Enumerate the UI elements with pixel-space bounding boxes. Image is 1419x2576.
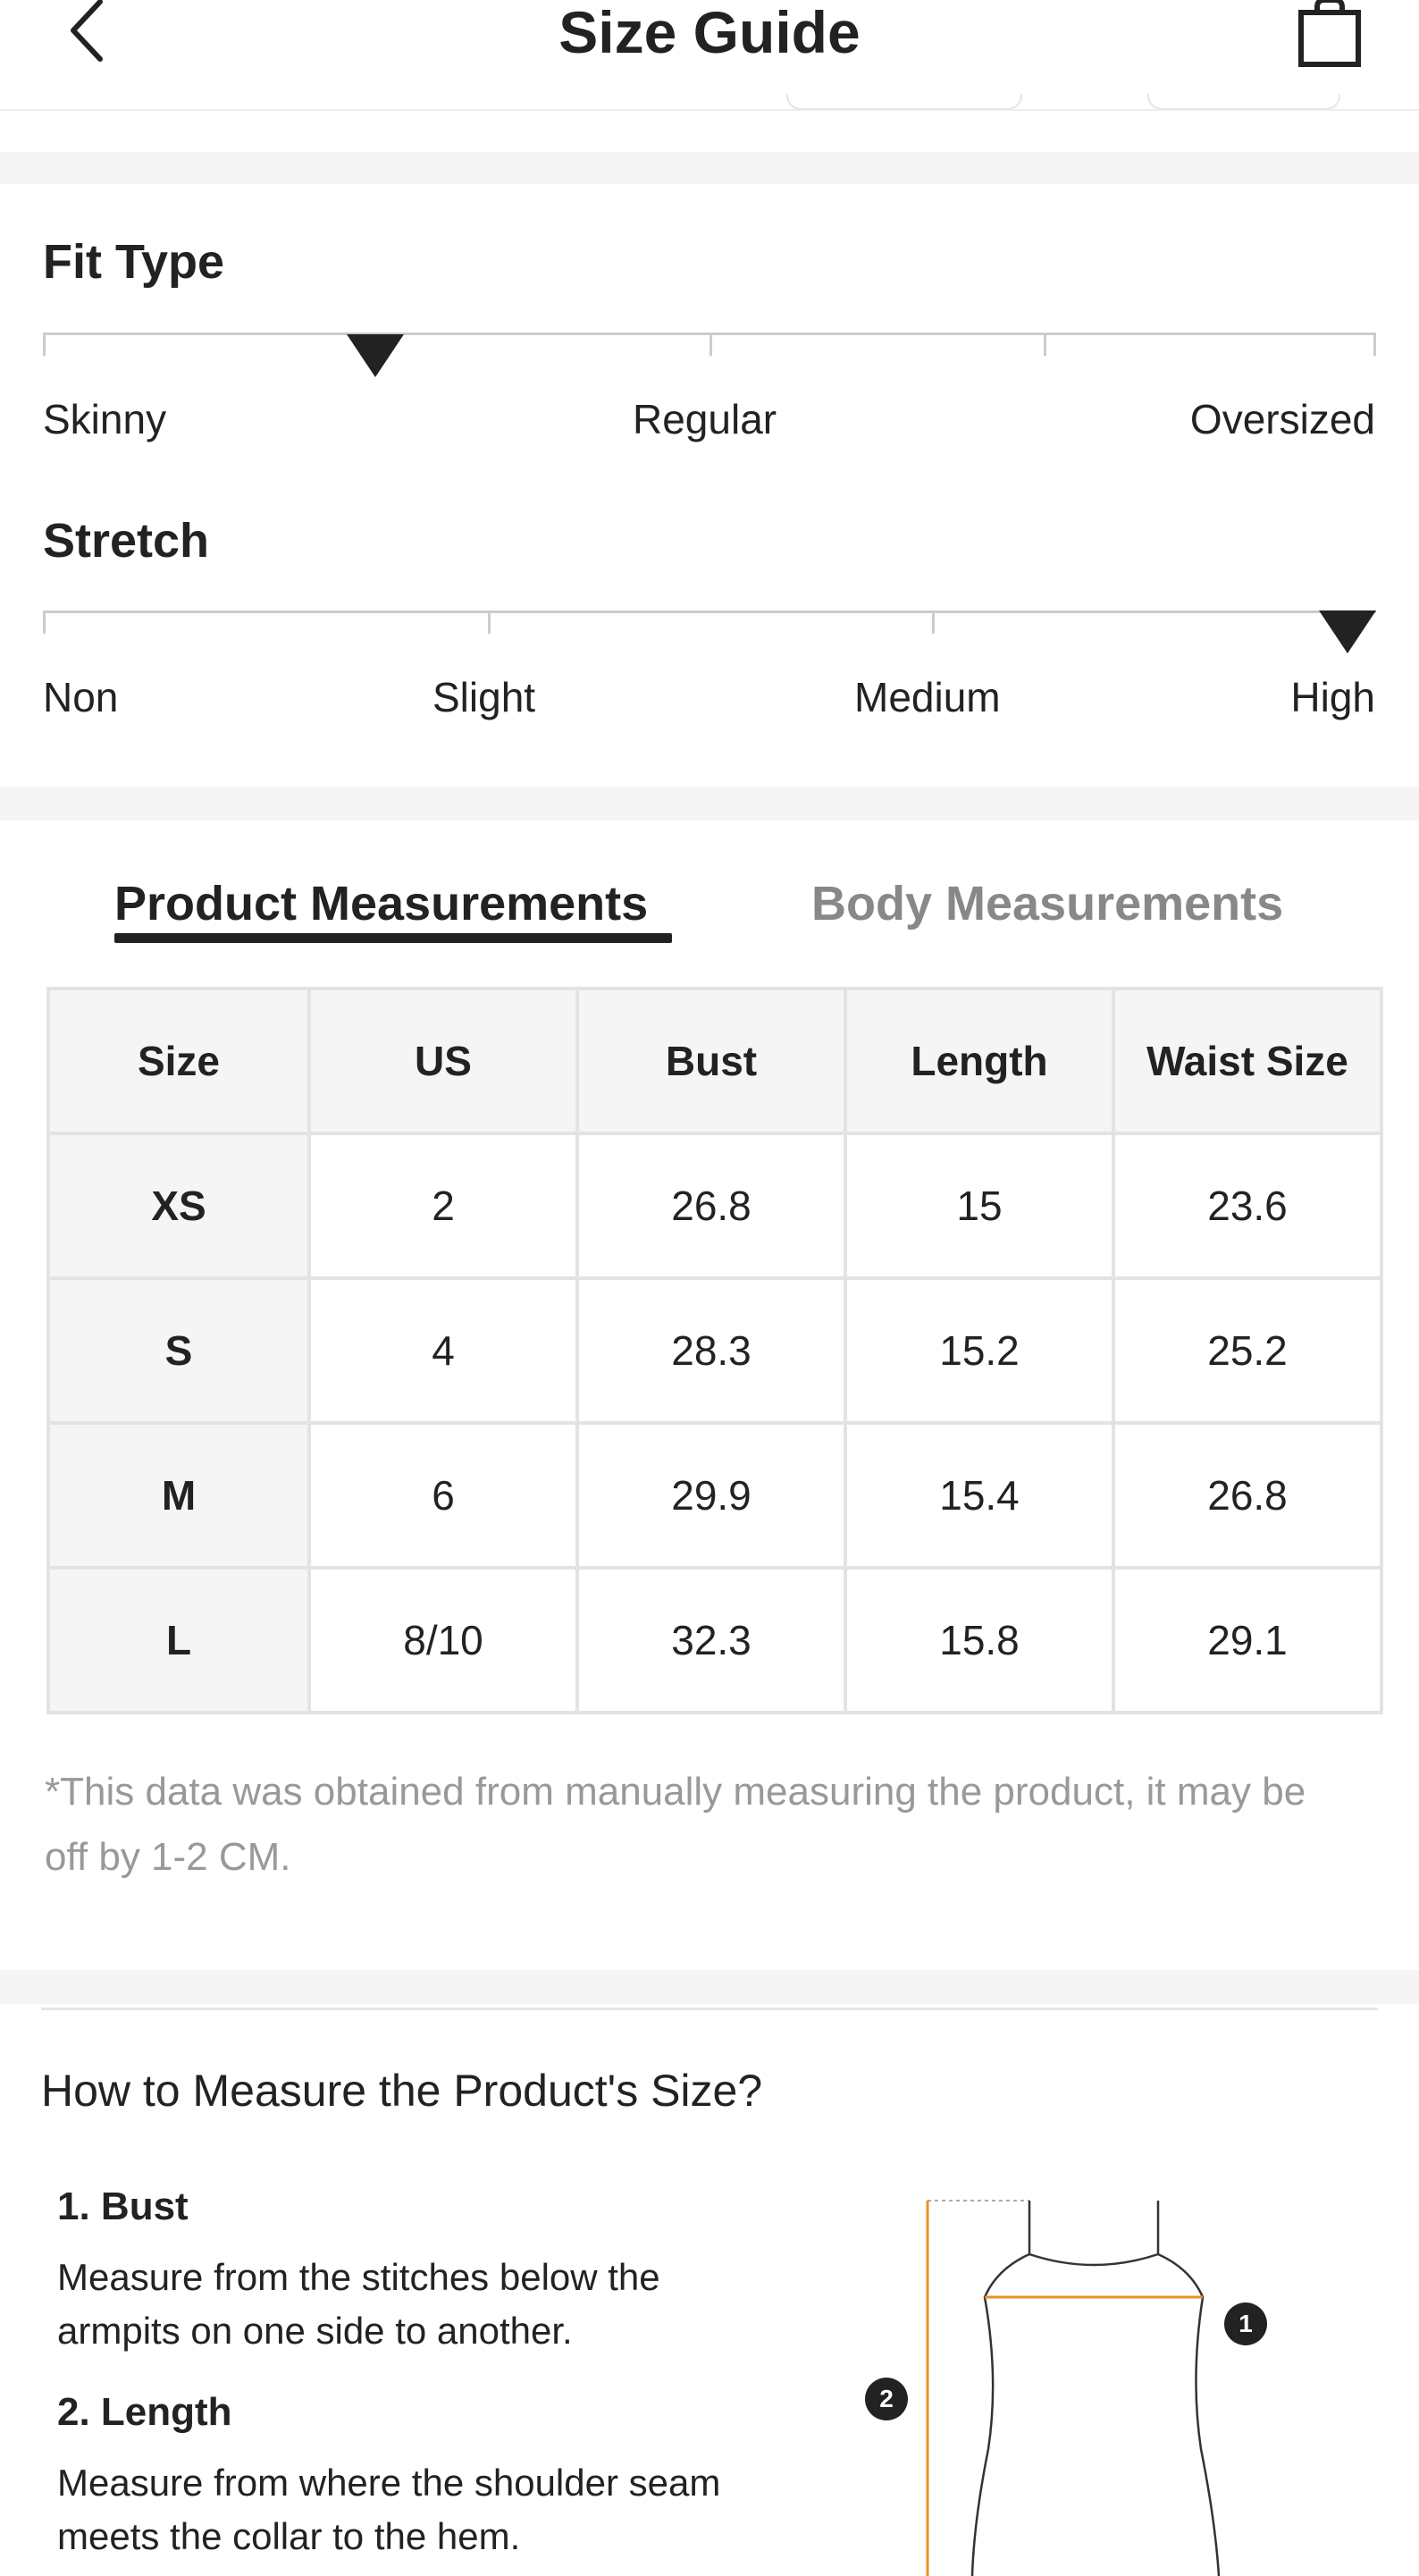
section-separator (0, 152, 1419, 184)
length-cell: 15.4 (844, 1421, 1115, 1570)
page-title: Size Guide (558, 0, 861, 65)
stretch-scale (43, 610, 1376, 613)
length-cell: 15.2 (844, 1276, 1115, 1425)
header-length: Length (844, 987, 1115, 1135)
scale-tick (1044, 333, 1046, 356)
us-cell: 4 (307, 1276, 579, 1425)
header-waist-size: Waist Size (1112, 987, 1383, 1135)
active-tab-indicator (114, 933, 672, 943)
garment-diagram: 1 2 (840, 2181, 1287, 2576)
table-row: XS 2 26.8 15 23.6 (46, 1132, 1383, 1280)
step-bust-desc: Measure from the stitches below the armp… (57, 2256, 660, 2352)
section-separator (0, 787, 1419, 821)
size-table: Size US Bust Length Waist Size XS 2 26.8… (46, 987, 1383, 1714)
camisole-illustration: 1 2 (865, 2200, 1267, 2576)
table-header-row: Size US Bust Length Waist Size (46, 987, 1383, 1135)
stretch-label-high: High (1290, 674, 1375, 720)
table-row: M 6 29.9 15.4 26.8 (46, 1421, 1383, 1570)
header-bust: Bust (575, 987, 847, 1135)
fit-label-skinny: Skinny (43, 396, 167, 442)
size-cell: L (46, 1566, 311, 1714)
fit-label-oversized: Oversized (1189, 396, 1375, 442)
shopping-bag-icon (1298, 0, 1361, 67)
size-cell: XS (46, 1132, 311, 1280)
table-row: L 8/10 32.3 15.8 29.1 (46, 1566, 1383, 1714)
marker-1-icon: 1 (1224, 2302, 1267, 2345)
tab-product-measurements[interactable]: Product Measurements (114, 877, 649, 930)
stretch-label-non: Non (43, 674, 119, 720)
bust-cell: 29.9 (575, 1421, 847, 1570)
size-cell: M (46, 1421, 311, 1570)
table-row: S 4 28.3 15.2 25.2 (46, 1276, 1383, 1425)
step-length-desc: Measure from where the shoulder seam mee… (57, 2462, 721, 2557)
hidden-pill (786, 94, 1022, 110)
us-cell: 6 (307, 1421, 579, 1570)
length-cell: 15 (844, 1132, 1115, 1280)
length-cell: 15.8 (844, 1566, 1115, 1714)
marker-2-label: 2 (879, 2385, 894, 2412)
marker-1-label: 1 (1238, 2310, 1253, 2337)
size-cell: S (46, 1276, 311, 1425)
fit-label-regular: Regular (633, 396, 777, 442)
waist-cell: 29.1 (1112, 1566, 1383, 1714)
waist-cell: 23.6 (1112, 1132, 1383, 1280)
back-button[interactable] (54, 0, 116, 63)
shopping-bag-button[interactable] (1294, 0, 1365, 72)
scale-tick (43, 333, 46, 356)
waist-cell: 26.8 (1112, 1421, 1383, 1570)
header-size: Size (46, 987, 311, 1135)
step-bust-title: 1. Bust (57, 2185, 189, 2228)
step-length-title: 2. Length (57, 2390, 232, 2434)
bust-cell: 28.3 (575, 1276, 847, 1425)
hidden-pill (1147, 94, 1340, 110)
scale-tick (43, 610, 46, 634)
scale-tick (710, 333, 712, 356)
waist-cell: 25.2 (1112, 1276, 1383, 1425)
header-bar: Size Guide (0, 0, 1419, 111)
us-cell: 8/10 (307, 1566, 579, 1714)
scale-tick (1373, 333, 1376, 356)
howto-title: How to Measure the Product's Size? (41, 2066, 763, 2116)
stretch-pointer (1319, 610, 1376, 653)
bust-cell: 26.8 (575, 1132, 847, 1280)
scale-tick (932, 610, 935, 634)
fit-type-title: Fit Type (43, 235, 225, 289)
header-us: US (307, 987, 579, 1135)
stretch-title: Stretch (43, 514, 210, 568)
divider (41, 2008, 1378, 2010)
fit-type-pointer (347, 334, 404, 377)
stretch-label-slight: Slight (432, 674, 536, 720)
scale-tick (488, 610, 491, 634)
section-separator (0, 1970, 1419, 2004)
tab-body-measurements[interactable]: Body Measurements (811, 877, 1284, 930)
bust-cell: 32.3 (575, 1566, 847, 1714)
chevron-left-icon (71, 0, 103, 62)
stretch-label-medium: Medium (854, 674, 1001, 720)
us-cell: 2 (307, 1132, 579, 1280)
measurement-note: *This data was obtained from manually me… (45, 1770, 1306, 1879)
marker-2-icon: 2 (865, 2378, 908, 2420)
